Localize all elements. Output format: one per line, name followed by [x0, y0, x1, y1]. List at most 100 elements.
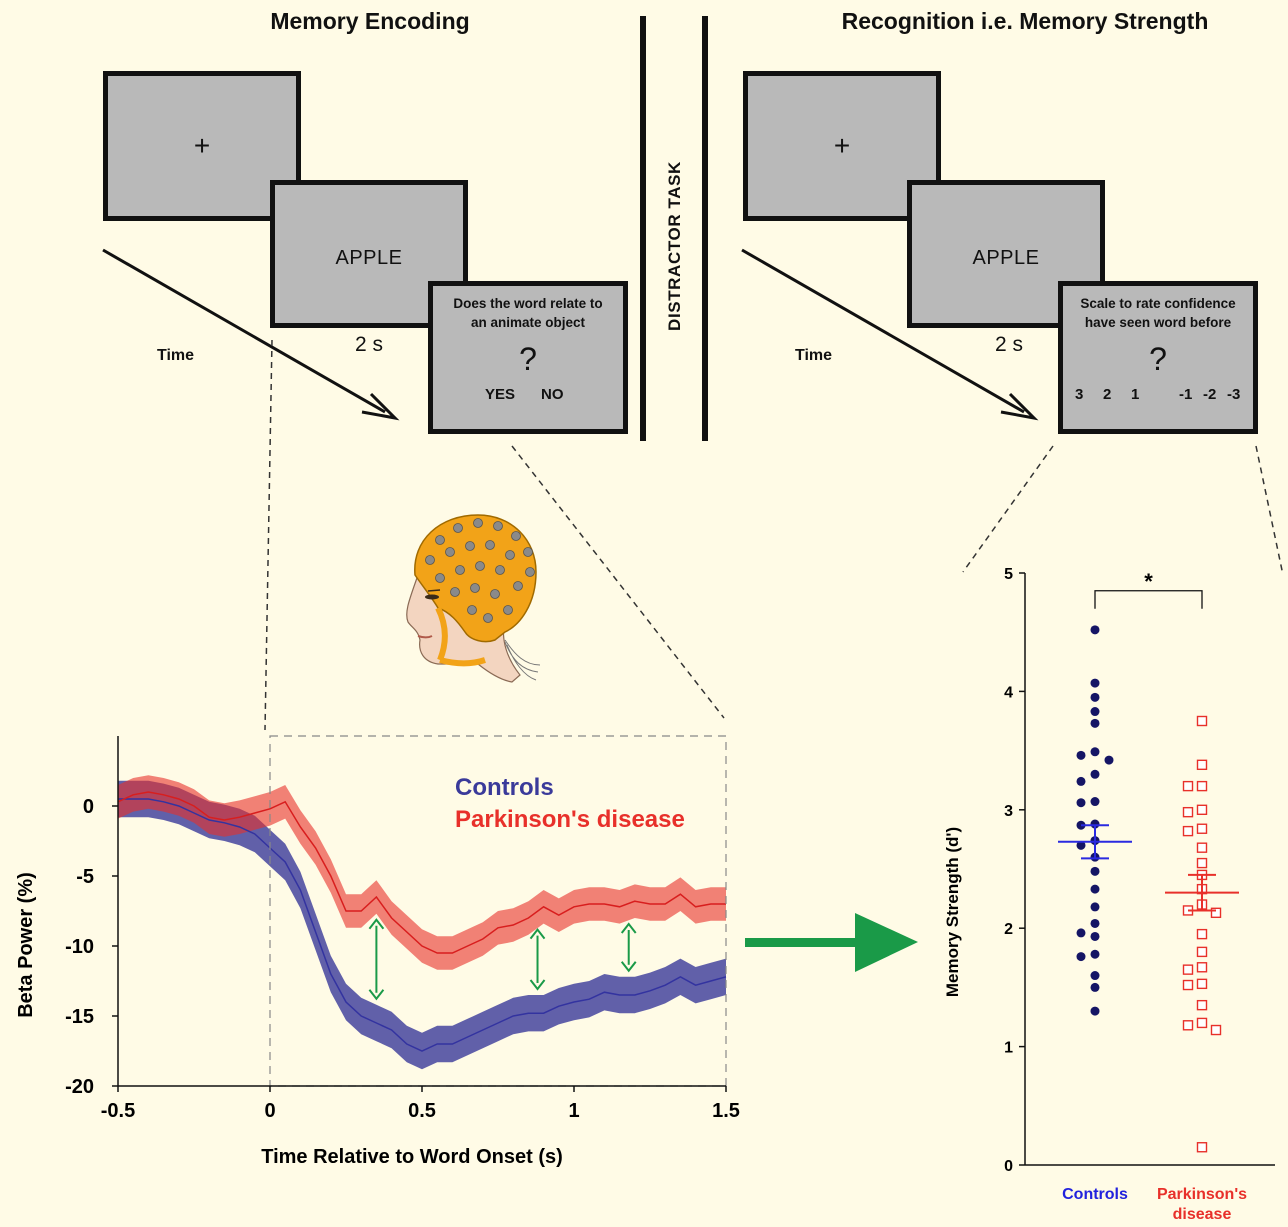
- recognition-time-label: Time: [795, 347, 833, 364]
- x-tick-label: 1: [568, 1100, 579, 1122]
- parkinsons-point: [1182, 825, 1194, 837]
- scatter-y-tick-label: 5: [1004, 566, 1013, 583]
- beta-power-chart: -0.5 0 0.5 1 1.5 0 -5 -10 -15 -20 Controls Parkin…: [15, 735, 740, 1168]
- chart-double-arrows: [368, 918, 637, 1001]
- double-arrow-head-down: [529, 979, 546, 991]
- parkinsons-point: [1196, 842, 1208, 853]
- scale-neg1: -1: [1179, 386, 1193, 403]
- recognition-question-mark: ?: [1149, 341, 1167, 377]
- category-parkinsons-label-line2: disease: [1173, 1206, 1232, 1223]
- chart-bands: [118, 775, 726, 1070]
- parkinsons-point: [1196, 715, 1208, 727]
- parkinsons-point: [1196, 804, 1208, 816]
- recognition-rating-screen: Scale to rate confidence have seen word …: [1058, 281, 1258, 434]
- chart-lines: [117, 791, 727, 1052]
- significance-bracket: [1094, 590, 1203, 609]
- parkinsons-point: [1196, 1142, 1208, 1153]
- parkinsons-point: [1182, 780, 1194, 792]
- parkinsons-point: [1196, 999, 1208, 1011]
- band-controls: [118, 780, 726, 1070]
- line-parkinsons: [117, 791, 726, 954]
- controls-point: [1090, 1006, 1100, 1016]
- response-no: NO: [541, 386, 564, 403]
- zoom-guide-left: [264, 339, 273, 731]
- parkinsons-point: [1196, 978, 1208, 990]
- controls-point: [1090, 707, 1100, 717]
- controls-point: [1090, 718, 1100, 728]
- encoding-question-line2: an animate object: [470, 315, 586, 330]
- recognition-question-line1: Scale to rate confidence: [1080, 296, 1236, 311]
- controls-point: [1076, 776, 1086, 786]
- x-axis-label: Time Relative to Word Onset (s): [261, 1146, 563, 1168]
- scatter-ticks: 0 1 2 3 4 5: [1004, 566, 1025, 1175]
- scale-neg3: -3: [1227, 386, 1241, 403]
- parkinsons-point: [1196, 1017, 1208, 1029]
- encoding-fixation-screen: +: [103, 71, 301, 221]
- controls-point: [1090, 918, 1100, 928]
- y-axis-label: Beta Power (%): [15, 872, 37, 1018]
- scatter-y-axis-label: Memory Strength (d'): [943, 827, 962, 997]
- parkinsons-point: [1196, 962, 1208, 973]
- scale-neg2: -2: [1203, 386, 1217, 403]
- double-arrow-head-down: [620, 961, 637, 973]
- parkinsons-point: [1182, 806, 1194, 818]
- parkinsons-point: [1182, 1020, 1194, 1031]
- x-tick-label: 1.5: [712, 1100, 740, 1122]
- controls-point: [1090, 884, 1100, 894]
- recognition-fixation-cross: +: [833, 130, 851, 161]
- controls-point: [1090, 866, 1100, 876]
- encoding-word: APPLE: [335, 247, 403, 269]
- zoom-guide-right: [511, 445, 725, 719]
- controls-point: [1076, 798, 1086, 808]
- category-parkinsons-label-line1: Parkinson's: [1157, 1186, 1247, 1203]
- x-tick-label: 0.5: [408, 1100, 436, 1122]
- eeg-cap-head-icon: [406, 514, 541, 683]
- legend-parkinsons: Parkinson's disease: [455, 806, 685, 833]
- parkinsons-point: [1182, 964, 1194, 975]
- controls-point: [1090, 819, 1100, 829]
- response-yes: YES: [485, 386, 516, 403]
- controls-point: [1076, 840, 1086, 850]
- double-arrow-head-up: [529, 927, 546, 940]
- memory-strength-chart: 0 1 2 3 4 5 * Memory Strength (d') Controls P…: [943, 566, 1275, 1223]
- double-arrow-head-up: [620, 922, 637, 934]
- band-parkinsons: [118, 775, 726, 970]
- recognition-title: Recognition i.e. Memory Strength: [841, 8, 1209, 34]
- recognition-question-line2: have seen word before: [1084, 315, 1232, 330]
- controls-point: [1090, 692, 1100, 702]
- scatter-means: [1058, 824, 1239, 912]
- fixation-cross: +: [193, 130, 211, 161]
- scatter-y-tick-label: 3: [1004, 803, 1013, 820]
- scatter-axis: [1024, 573, 1275, 1166]
- encoding-title: Memory Encoding: [270, 8, 470, 34]
- scatter-y-tick-label: 0: [1004, 1158, 1013, 1175]
- controls-point: [1090, 982, 1100, 992]
- parkinsons-point: [1210, 1024, 1222, 1036]
- double-arrow-head-up: [368, 918, 385, 930]
- recognition-time-arrow-head: [1000, 392, 1039, 421]
- parkinsons-point: [1196, 857, 1208, 869]
- y-tick-label: -10: [65, 936, 94, 958]
- encoding-time-label: Time: [157, 347, 195, 364]
- recognition-guide-left: [962, 445, 1054, 573]
- separator-line-right: [702, 16, 708, 441]
- parkinsons-point: [1196, 928, 1208, 940]
- parkinsons-point: [1196, 780, 1208, 792]
- scale-3: 3: [1075, 386, 1084, 403]
- scale-1: 1: [1131, 386, 1140, 403]
- encoding-question-mark: ?: [519, 341, 537, 377]
- line-controls: [118, 798, 727, 1052]
- double-arrow-head-down: [368, 989, 385, 1001]
- controls-point: [1076, 750, 1086, 760]
- controls-point: [1076, 928, 1086, 938]
- recognition-time-arrow: [741, 248, 1025, 414]
- analysis-window-box: [269, 735, 727, 1087]
- parkinsons-point: [1196, 823, 1208, 834]
- encoding-duration: 2 s: [355, 333, 384, 356]
- controls-point: [1076, 952, 1086, 962]
- category-controls-label: Controls: [1062, 1186, 1128, 1203]
- scatter-y-tick-label: 4: [1004, 684, 1013, 701]
- encoding-question-line1: Does the word relate to: [453, 296, 603, 311]
- chart-ticks: -0.5 0 0.5 1 1.5 0 -5 -10 -15 -20: [65, 796, 740, 1122]
